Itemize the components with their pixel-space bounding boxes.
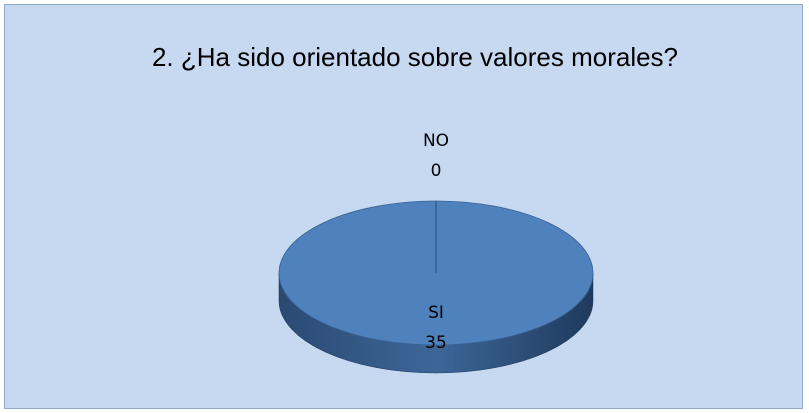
- data-label-category: SI: [428, 303, 444, 323]
- data-label-value: 0: [431, 161, 442, 181]
- data-label-category: NO: [423, 131, 449, 151]
- chart-area: 2. ¿Ha sido orientado sobre valores mora…: [4, 4, 803, 409]
- chart-title: 2. ¿Ha sido orientado sobre valores mora…: [151, 42, 679, 72]
- data-label-value: 35: [425, 333, 447, 353]
- chart: SI 35 NO 0: [278, 131, 594, 374]
